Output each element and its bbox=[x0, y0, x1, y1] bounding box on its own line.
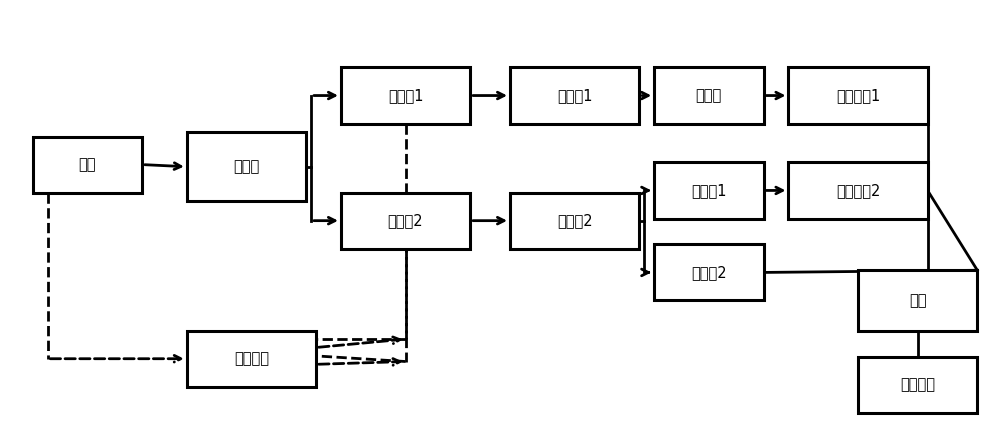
Text: 光学延时2: 光学延时2 bbox=[836, 183, 880, 198]
FancyBboxPatch shape bbox=[654, 67, 764, 124]
Text: 数据采集: 数据采集 bbox=[900, 377, 935, 392]
FancyBboxPatch shape bbox=[33, 136, 142, 193]
FancyBboxPatch shape bbox=[654, 244, 764, 301]
FancyBboxPatch shape bbox=[788, 163, 928, 218]
FancyBboxPatch shape bbox=[187, 132, 306, 201]
Text: 探测光1: 探测光1 bbox=[691, 183, 727, 198]
Text: 调制器1: 调制器1 bbox=[388, 88, 423, 103]
Text: 分束器: 分束器 bbox=[233, 159, 260, 174]
FancyBboxPatch shape bbox=[510, 193, 639, 249]
Text: 放大器2: 放大器2 bbox=[557, 213, 592, 228]
Text: 调制器2: 调制器2 bbox=[388, 213, 423, 228]
Text: 电子延时: 电子延时 bbox=[234, 351, 269, 366]
FancyBboxPatch shape bbox=[654, 163, 764, 218]
FancyBboxPatch shape bbox=[788, 67, 928, 124]
FancyBboxPatch shape bbox=[341, 193, 470, 249]
Text: 探测光2: 探测光2 bbox=[691, 265, 727, 280]
FancyBboxPatch shape bbox=[858, 357, 977, 413]
Text: 泵浦光: 泵浦光 bbox=[696, 88, 722, 103]
FancyBboxPatch shape bbox=[510, 67, 639, 124]
Text: 光学延时1: 光学延时1 bbox=[836, 88, 880, 103]
Text: 样品: 样品 bbox=[909, 293, 926, 308]
Text: 光源: 光源 bbox=[79, 157, 96, 172]
FancyBboxPatch shape bbox=[187, 331, 316, 387]
FancyBboxPatch shape bbox=[858, 270, 977, 331]
Text: 放大器1: 放大器1 bbox=[557, 88, 592, 103]
FancyBboxPatch shape bbox=[341, 67, 470, 124]
